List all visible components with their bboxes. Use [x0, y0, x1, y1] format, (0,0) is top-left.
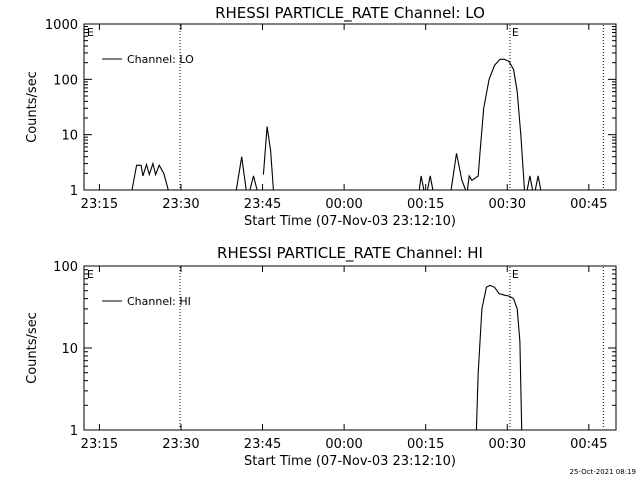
series-line — [426, 175, 434, 191]
series-line — [475, 284, 523, 431]
x-tick-label: 00:30 — [489, 197, 526, 212]
x-tick-label: 00:00 — [325, 437, 362, 452]
legend-entry: Channel: HI — [127, 295, 191, 308]
chart-panel-2: RHESSI PARTICLE_RATE Channel: HI 23:15 23:… — [25, 244, 617, 469]
y-tick-label: 1 — [70, 424, 78, 439]
x-axis-label: Start Time (07-Nov-03 23:12:10) — [244, 454, 456, 469]
series-line — [235, 156, 247, 191]
series-line — [418, 175, 425, 191]
x-tick-label: 23:15 — [81, 437, 118, 452]
x-tick-label: 23:30 — [162, 197, 199, 212]
x-tick-label: 00:15 — [407, 197, 444, 212]
plot-frame — [83, 265, 617, 431]
y-tick-label: 1000 — [45, 18, 78, 33]
series-line — [534, 175, 542, 191]
event-marker: E — [87, 26, 94, 39]
plot-frame — [83, 23, 617, 191]
x-tick-label: 00:15 — [407, 437, 444, 452]
x-tick-label: 23:45 — [244, 437, 281, 452]
series-line — [526, 175, 534, 191]
x-tick-label: 00:00 — [325, 197, 362, 212]
y-tick-label: 10 — [61, 342, 78, 357]
y-axis-label: Counts/sec — [25, 312, 40, 384]
series-line — [249, 175, 258, 191]
series-line — [84, 161, 169, 191]
event-marker: E — [512, 268, 519, 281]
chart-panel-1: RHESSI PARTICLE_RATE Channel: LO 23:15 23:… — [25, 4, 617, 229]
timestamp-label: 25-Oct-2021 08:19 — [570, 468, 636, 476]
legend-entry: Channel: LO — [127, 53, 194, 66]
x-tick-label: 23:45 — [244, 197, 281, 212]
x-tick-label: 00:30 — [489, 437, 526, 452]
y-tick-label: 100 — [53, 260, 78, 275]
x-tick-label: 00:45 — [570, 197, 607, 212]
series-line — [466, 58, 526, 191]
x-tick-label: 23:30 — [162, 437, 199, 452]
chart-title: RHESSI PARTICLE_RATE Channel: LO — [215, 4, 485, 23]
event-marker: E — [87, 268, 94, 281]
x-tick-label: 23:15 — [81, 197, 118, 212]
chart-title: RHESSI PARTICLE_RATE Channel: HI — [217, 244, 483, 263]
x-tick-label: 00:45 — [570, 437, 607, 452]
event-marker: E — [512, 26, 519, 39]
series-line — [262, 126, 274, 191]
y-axis-label: Counts/sec — [25, 71, 40, 143]
legend: Channel: LO — [102, 53, 194, 66]
legend: Channel: HI — [102, 295, 191, 308]
x-axis-label: Start Time (07-Nov-03 23:12:10) — [244, 214, 456, 229]
series-line — [450, 153, 467, 191]
y-tick-label: 100 — [53, 73, 78, 88]
y-tick-label: 1 — [70, 184, 78, 199]
y-tick-label: 10 — [61, 129, 78, 144]
